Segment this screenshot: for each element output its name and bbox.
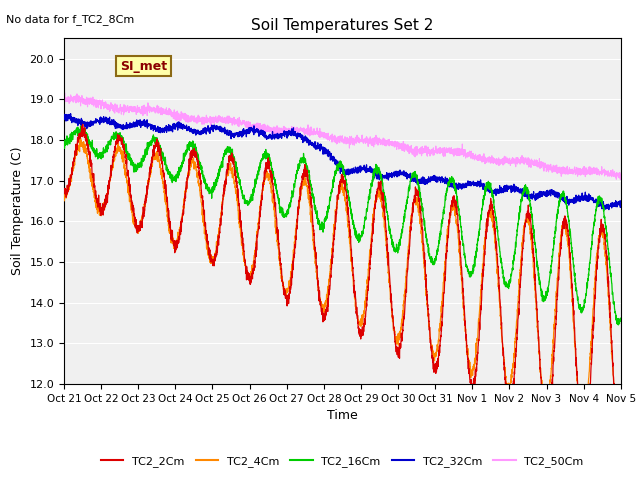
X-axis label: Time: Time: [327, 409, 358, 422]
Legend: TC2_2Cm, TC2_4Cm, TC2_16Cm, TC2_32Cm, TC2_50Cm: TC2_2Cm, TC2_4Cm, TC2_16Cm, TC2_32Cm, TC…: [97, 452, 588, 471]
Text: No data for f_TC2_8Cm: No data for f_TC2_8Cm: [6, 14, 134, 25]
Text: SI_met: SI_met: [120, 60, 167, 72]
Y-axis label: Soil Temperature (C): Soil Temperature (C): [11, 147, 24, 276]
Title: Soil Temperatures Set 2: Soil Temperatures Set 2: [252, 18, 433, 33]
